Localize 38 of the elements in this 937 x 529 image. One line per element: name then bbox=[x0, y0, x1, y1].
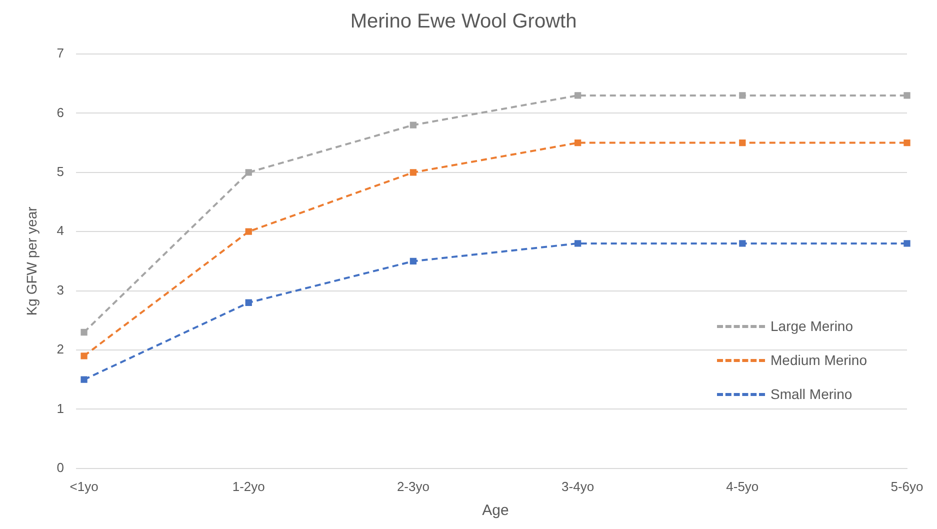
x-tick-label: <1yo bbox=[70, 478, 98, 494]
point bbox=[245, 299, 252, 306]
point bbox=[904, 139, 910, 146]
chart-title: Merino Ewe Wool Growth bbox=[350, 10, 577, 33]
y-tick-label: 6 bbox=[56, 104, 64, 120]
legend-label: Large Merino bbox=[770, 318, 854, 334]
x-axis-title: Age bbox=[482, 502, 509, 520]
y-tick-label: 1 bbox=[56, 400, 64, 416]
y-tick-label: 4 bbox=[56, 223, 64, 238]
point bbox=[739, 240, 746, 247]
point bbox=[80, 328, 88, 336]
y-tick-label: 5 bbox=[56, 164, 64, 179]
y-tick-label: 3 bbox=[56, 282, 64, 298]
point bbox=[574, 139, 582, 146]
point bbox=[739, 139, 746, 146]
point bbox=[245, 169, 252, 176]
point bbox=[410, 169, 417, 176]
point bbox=[574, 92, 582, 99]
y-axis-title: Kg GFW per year bbox=[23, 206, 40, 316]
y-tick-label: 0 bbox=[56, 460, 64, 475]
x-tick-label: 4-5yo bbox=[726, 478, 759, 494]
y-tick-label: 2 bbox=[56, 342, 64, 357]
point bbox=[904, 92, 910, 99]
point bbox=[904, 240, 910, 247]
point bbox=[574, 240, 582, 247]
x-tick-label: 2-3yo bbox=[396, 478, 430, 494]
point bbox=[410, 258, 417, 265]
y-tick-label: 7 bbox=[56, 46, 64, 61]
point bbox=[739, 92, 746, 99]
point bbox=[80, 352, 88, 360]
point bbox=[410, 122, 417, 128]
point bbox=[245, 228, 252, 235]
x-tick-label: 3-4yo bbox=[562, 478, 594, 494]
point bbox=[80, 376, 88, 383]
legend-label: Small Merino bbox=[770, 386, 852, 402]
legend-label: Medium Merino bbox=[770, 352, 867, 368]
x-tick-label: 1-2yo bbox=[232, 478, 265, 494]
x-tick-label: 5-6yo bbox=[890, 478, 924, 494]
